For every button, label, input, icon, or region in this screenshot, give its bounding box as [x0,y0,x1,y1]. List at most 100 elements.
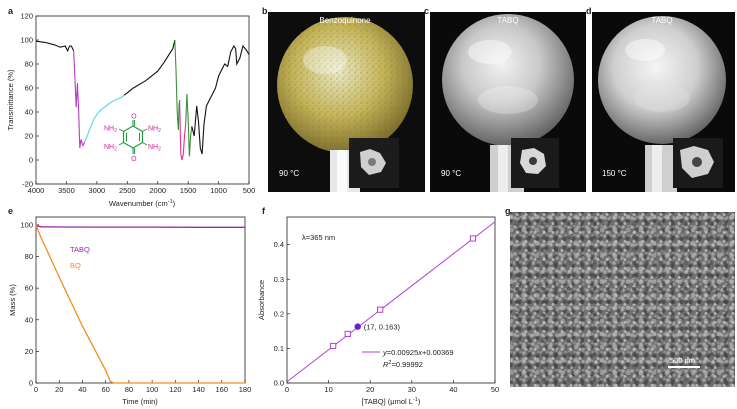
x-tick-label: 140 [192,385,205,394]
ftir-series-3 [123,39,176,96]
photo-b-title: Benzoquinone [319,16,371,25]
tga-series-tabq [35,224,245,228]
panel-label-a: a [8,6,14,16]
x-tick-label: 2500 [119,186,136,195]
x-tick-label: 40 [78,385,86,394]
wavelength-annotation: λ=365 nm [302,233,335,242]
panel-label-f: f [262,206,266,216]
tga-ylabel: Mass (%) [8,284,17,316]
y-tick-label: 100 [20,36,33,45]
y-tick-label: 60 [25,284,33,293]
amine-bottom-left: NH2 [104,144,117,153]
x-tick-label: 500 [243,186,256,195]
x-tick-label: 30 [408,385,416,394]
y-tick-label: 40 [25,315,33,324]
y-tick-label: 60 [25,84,33,93]
ftir-ylabel: Transmittance (%) [6,69,15,130]
tga-legend-bq: BQ [70,261,81,270]
y-tick-label: 20 [25,347,33,356]
y-tick-label: 0 [29,156,33,165]
y-tick-label: 0.1 [274,344,284,353]
y-tick-label: 80 [25,252,33,261]
sem-scalebar-label: 500 nm [670,356,695,365]
x-tick-label: 0 [34,385,38,394]
y-tick-label: 0.2 [274,309,284,318]
x-tick-label: 100 [146,385,159,394]
y-tick-label: 0.4 [274,240,284,249]
panel-label-g: g [505,206,511,216]
sem-scalebar [668,366,700,368]
calibration-point [469,235,477,242]
amine-top-left: NH2 [104,126,117,135]
oxygen-bottom: O [131,156,137,163]
x-tick-label: 60 [101,385,109,394]
photo-c-temp: 90 °C [441,169,461,178]
ftir-series-0 [35,40,75,53]
x-tick-label: 0 [285,385,289,394]
unknown-sample-point [354,323,361,330]
ftir-plot-frame [35,15,250,185]
panel-label-e: e [8,206,13,216]
unknown-sample-label: (17, 0.163) [364,323,401,332]
y-tick-label: 40 [25,108,33,117]
calibration-point [377,306,384,313]
y-tick-label: 0.3 [274,275,284,284]
calibration-point [344,330,351,337]
x-tick-label: 3500 [58,186,75,195]
amine-top-right: NH2 [148,126,161,135]
x-tick-label: 50 [491,385,499,394]
x-tick-label: 120 [169,385,182,394]
panel-label-d: d [586,6,592,16]
ftir-series-5 [179,99,187,161]
tga-series-bq [35,224,245,384]
y-tick-label: 20 [25,132,33,141]
calibration-xlabel: [TABQ] (μmol L-1) [362,397,421,406]
x-tick-label: 10 [324,385,332,394]
x-tick-label: 160 [216,385,229,394]
x-tick-label: 3000 [89,186,106,195]
ftir-series-4 [174,39,181,131]
panel-label-c: c [424,6,429,16]
tga-xlabel: Time (min) [122,397,158,406]
photo-b-temp: 90 °C [279,169,299,178]
y-tick-label: 80 [25,60,33,69]
x-tick-label: 80 [125,385,133,394]
calibration-plot-frame [286,216,496,384]
sem-image: 500 nm [510,212,735,387]
fit-line [286,221,496,383]
ftir-chart: 4000 3500 3000 2500 2000 1500 1000 500 -20 0 20 40 6… [6,12,255,209]
ftir-series-1 [73,50,86,149]
y-tick-label: 0 [29,379,33,388]
calibration-ylabel: Absorbance [257,280,266,320]
tga-chart: 0 20 40 60 80 100 120 140 160 180 0 20 40 60 80 100 Mas… [8,216,252,406]
x-tick-label: 4000 [28,186,45,195]
ftir-series-6 [185,93,193,157]
panel-label-b: b [262,6,268,16]
calibration-point [330,342,337,350]
photo-tabq-150-flask: TABQ 150 °C [592,12,735,192]
x-tick-label: 20 [55,385,63,394]
x-tick-label: 180 [239,385,252,394]
fit-r-squared: R2=0.99992 [383,360,423,369]
y-tick-label: 120 [20,12,33,21]
y-tick-label: 0.0 [274,379,284,388]
photo-d-title: TABQ [651,16,672,25]
x-tick-label: 40 [449,385,457,394]
y-tick-label: 100 [20,220,33,229]
photo-c-title: TABQ [497,16,518,25]
photo-d-temp: 150 °C [602,169,627,178]
y-tick-label: -20 [22,180,33,189]
ftir-series-7 [191,44,250,155]
ftir-xlabel: Wavenumber (cm-1) [109,199,176,208]
x-tick-label: 1000 [210,186,227,195]
fit-equation: y=0.00925x+0.00369 [382,348,454,357]
tabq-molecule: O O NH2 NH2 NH2 NH2 [104,114,161,164]
x-tick-label: 2000 [149,186,166,195]
x-tick-label: 20 [366,385,374,394]
tga-plot-frame [35,216,246,384]
amine-bottom-right: NH2 [148,144,161,153]
ftir-series-2 [84,94,125,143]
photo-benzoquinone-flask: Benzoquinone 90 °C [268,12,425,192]
oxygen-top: O [131,114,137,121]
